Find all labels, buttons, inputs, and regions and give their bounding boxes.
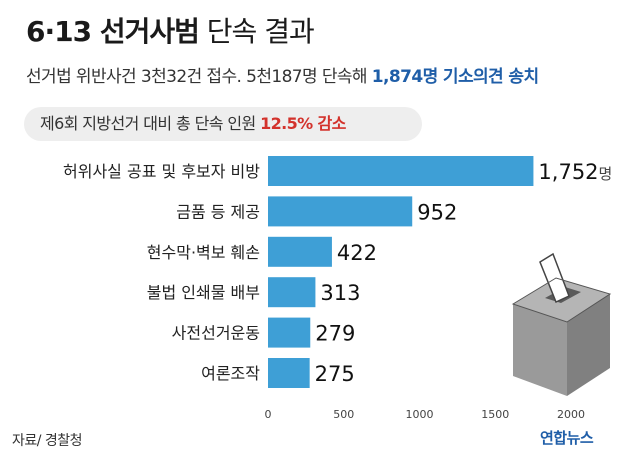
bar-2 xyxy=(268,196,413,227)
bar-3 xyxy=(268,236,332,267)
ballot-box-icon xyxy=(511,252,612,396)
callout-box: 제6회 지방선거 대비 총 단속 인원 12.5% 감소 xyxy=(24,107,422,141)
value-label-4: 313 xyxy=(320,281,360,305)
unit-label: 명 xyxy=(599,165,613,183)
bar-6 xyxy=(268,358,310,388)
title-light: 단속 결과 xyxy=(206,15,315,48)
callout-highlight: 12.5% 감소 xyxy=(260,114,346,133)
source-note: 자료/ 경찰청 xyxy=(12,433,83,449)
category-label-2: 금품 등 제공 xyxy=(176,202,260,221)
x-tick-label-3: 1000 xyxy=(406,408,434,421)
subtitle: 선거법 위반사건 3천32건 접수. 5천187명 단속해 1,874명 기소의… xyxy=(26,62,539,87)
page-title: 6·13 선거사범 단속 결과 xyxy=(26,10,315,50)
yonhap-logo: 연합뉴스 xyxy=(540,429,594,447)
value-label-6: 275 xyxy=(315,362,355,386)
category-label-5: 사전선거운동 xyxy=(172,324,260,343)
category-label-4: 불법 인쇄물 배부 xyxy=(147,283,260,302)
value-label-1: 1,752명 xyxy=(538,160,612,184)
bar-1 xyxy=(268,156,534,186)
x-tick-label-2: 500 xyxy=(333,408,354,421)
x-tick-label-4: 1500 xyxy=(481,408,509,421)
x-tick-label-5: 2000 xyxy=(557,408,585,421)
bar-4 xyxy=(268,277,316,308)
callout-main: 제6회 지방선거 대비 총 단속 인원 xyxy=(40,114,256,133)
value-label-3: 422 xyxy=(337,241,377,265)
category-label-3: 현수막·벽보 훼손 xyxy=(147,243,260,262)
category-label-1: 허위사실 공표 및 후보자 비방 xyxy=(63,162,260,181)
title-bold: 6·13 선거사범 xyxy=(26,15,200,48)
subtitle-highlight: 1,874명 기소의견 송치 xyxy=(371,67,539,87)
subtitle-main: 선거법 위반사건 3천32건 접수. 5천187명 단속해 xyxy=(26,67,368,87)
bar-5 xyxy=(268,317,311,348)
value-label-2: 952 xyxy=(417,200,457,224)
x-tick-label-1: 0 xyxy=(265,408,272,421)
category-label-6: 여론조작 xyxy=(201,364,260,383)
value-label-5: 279 xyxy=(315,322,355,346)
